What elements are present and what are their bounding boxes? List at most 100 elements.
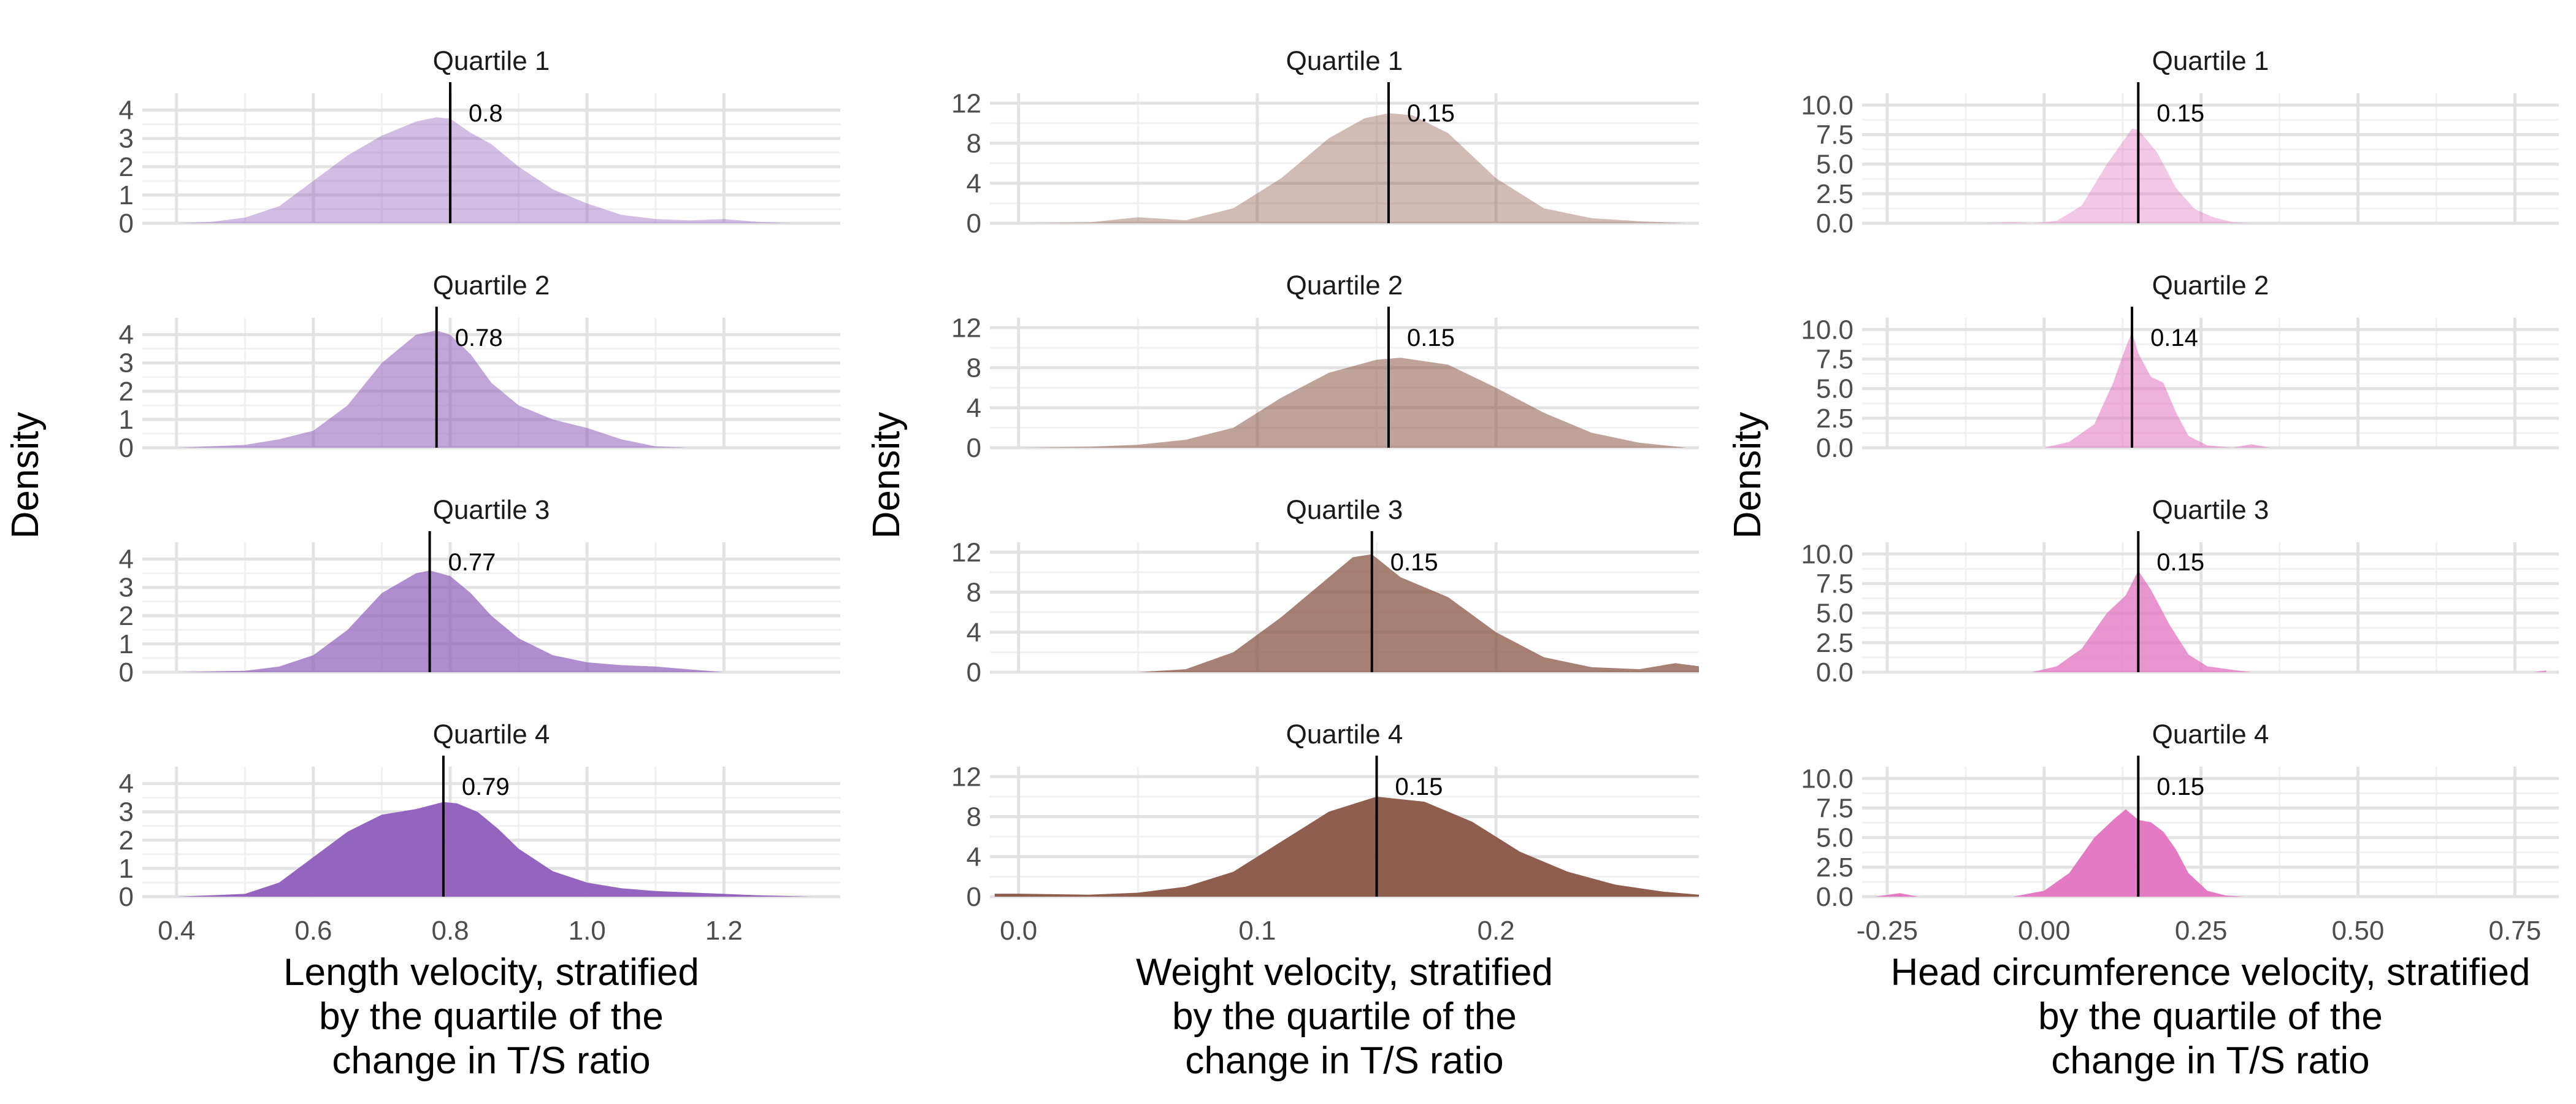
y-tick-label: 8 <box>967 129 981 159</box>
density-area <box>176 117 792 223</box>
y-tick-label: 10.0 <box>1801 315 1853 345</box>
y-tick-label: 4 <box>119 96 134 126</box>
x-axis-title-line: change in T/S ratio <box>332 1040 650 1082</box>
median-label: 0.79 <box>462 773 510 800</box>
y-tick-label: 0 <box>967 657 981 688</box>
density-area <box>994 796 1699 897</box>
y-tick-label: 8 <box>967 353 981 383</box>
y-tick-label: 0 <box>967 882 981 912</box>
y-tick-label: 12 <box>951 88 981 118</box>
y-tick-label: 2.5 <box>1816 179 1853 209</box>
x-tick-label: 0.75 <box>2489 916 2542 946</box>
median-label: 0.15 <box>2156 773 2204 800</box>
y-tick-label: 0.0 <box>1816 209 1853 239</box>
y-tick-label: 3 <box>119 348 134 378</box>
x-tick-label: 0.1 <box>1238 916 1276 946</box>
density-area <box>1981 128 2252 223</box>
facet-panel: Quartile 1 0.15 0.02.55.07.510.0 <box>1801 46 2559 239</box>
facet-title: Quartile 2 <box>1286 270 1403 301</box>
x-tick-label: 0.50 <box>2332 916 2385 946</box>
facet-panel: Quartile 20.15 0 4 8 12 <box>951 270 1699 463</box>
density-area <box>2044 332 2271 448</box>
facet-title: Quartile 2 <box>2152 270 2269 301</box>
x-tick-label: 1.0 <box>569 916 606 946</box>
median-label: 0.15 <box>1390 549 1438 576</box>
y-tick-label: 4 <box>967 393 981 423</box>
y-tick-label: 12 <box>951 313 981 343</box>
y-tick-label: 0 <box>119 657 134 688</box>
y-tick-label: 8 <box>967 578 981 608</box>
density-area <box>1138 554 1699 672</box>
facet-panel: Quartile 10.15 0 4 8 12 <box>951 46 1699 239</box>
x-axis-title-line: by the quartile of the <box>2038 995 2383 1038</box>
y-tick-label: 0.0 <box>1816 657 1853 688</box>
y-tick-label: 3 <box>119 124 134 154</box>
median-label: 0.15 <box>2156 100 2204 127</box>
y-tick-label: 2.5 <box>1816 853 1853 883</box>
x-axis-title-line: Head circumference velocity, stratified <box>1891 951 2531 994</box>
y-tick-label: 2 <box>119 377 134 407</box>
x-axis-title-line: Length velocity, stratified <box>283 951 699 994</box>
median-label: 0.14 <box>2150 324 2198 351</box>
median-label: 0.15 <box>1395 773 1443 800</box>
y-tick-label: 0 <box>119 882 134 912</box>
density-area <box>2031 570 2547 672</box>
y-tick-label: 3 <box>119 573 134 603</box>
y-tick-label: 5.0 <box>1816 150 1853 180</box>
facet-title: Quartile 3 <box>1286 495 1403 525</box>
y-tick-label: 5.0 <box>1816 823 1853 853</box>
x-tick-label: -0.25 <box>1857 916 1918 946</box>
x-tick-label: 1.2 <box>705 916 743 946</box>
density-area <box>1018 358 1687 448</box>
y-tick-label: 1 <box>119 405 134 435</box>
y-tick-label: 0 <box>119 433 134 463</box>
density-area <box>176 330 690 448</box>
facet-title: Quartile 3 <box>433 495 550 525</box>
facet-title: Quartile 4 <box>1286 719 1403 749</box>
y-tick-label: 0 <box>119 209 134 239</box>
x-tick-label: 0.00 <box>2018 916 2071 946</box>
y-axis-title: Density <box>865 412 908 539</box>
y-tick-label: 0 <box>967 209 981 239</box>
density-area <box>176 570 724 672</box>
median-label: 0.78 <box>455 324 503 351</box>
facet-title: Quartile 4 <box>433 719 550 749</box>
x-tick-label: 0.8 <box>431 916 469 946</box>
y-tick-label: 10.0 <box>1801 90 1853 120</box>
y-tick-label: 4 <box>967 842 981 872</box>
y-tick-label: 0 <box>967 433 981 463</box>
y-tick-label: 1 <box>119 854 134 884</box>
y-tick-label: 10.0 <box>1801 539 1853 569</box>
density-area <box>1018 113 1687 223</box>
y-tick-label: 2.5 <box>1816 628 1853 658</box>
facet-title: Quartile 4 <box>2152 719 2269 749</box>
y-tick-label: 2 <box>119 601 134 631</box>
y-tick-label: 4 <box>119 545 134 575</box>
facet-title: Quartile 2 <box>433 270 550 301</box>
facet-panel: Quartile 3 0.15 0.02.55.07.510.0 <box>1801 495 2559 688</box>
facet-title: Quartile 1 <box>433 46 550 76</box>
x-tick-label: 0.0 <box>1000 916 1037 946</box>
y-tick-label: 1 <box>119 180 134 210</box>
facet-title: Quartile 1 <box>1286 46 1403 76</box>
y-tick-label: 10.0 <box>1801 764 1853 794</box>
x-tick-label: 0.25 <box>2175 916 2228 946</box>
x-tick-label: 0.6 <box>294 916 332 946</box>
facet-panel: Quartile 4 0.15 0 4 8 12 <box>951 719 1699 912</box>
y-tick-label: 7.5 <box>1816 569 1853 599</box>
y-tick-label: 4 <box>967 169 981 199</box>
y-tick-label: 7.5 <box>1816 793 1853 823</box>
x-axis-title-line: by the quartile of the <box>319 995 664 1038</box>
y-tick-label: 3 <box>119 797 134 827</box>
y-tick-label: 2 <box>119 152 134 182</box>
y-tick-label: 4 <box>119 320 134 350</box>
median-label: 0.77 <box>448 549 496 576</box>
x-axis-title-line: by the quartile of the <box>1172 995 1517 1038</box>
y-tick-label: 0.0 <box>1816 882 1853 912</box>
y-tick-label: 2 <box>119 826 134 856</box>
